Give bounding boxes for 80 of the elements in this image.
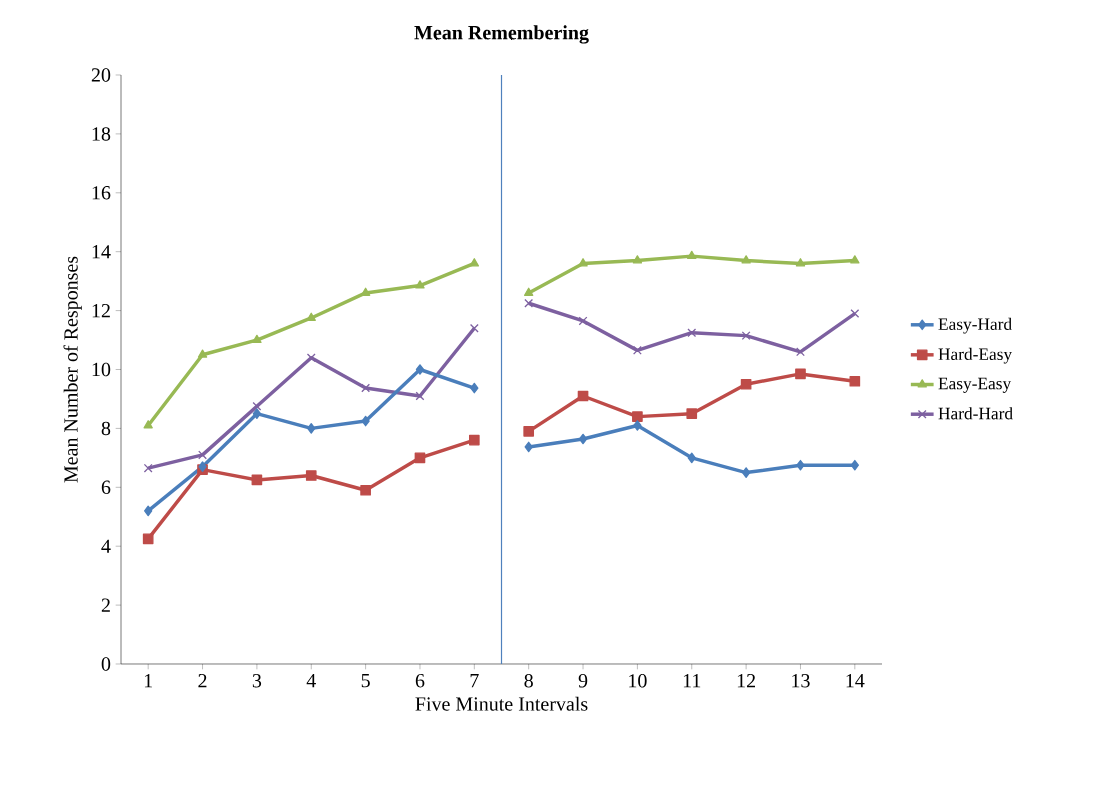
- point: [468, 434, 480, 446]
- legend-label: Hard-Hard: [938, 407, 1013, 420]
- point: [523, 426, 535, 437]
- point: [741, 255, 751, 264]
- y-tick-label: 10: [92, 362, 111, 377]
- point: [796, 347, 805, 357]
- point: [686, 408, 698, 420]
- point: [469, 258, 480, 267]
- x-tick-label: 3: [252, 674, 262, 688]
- y-tick-label: 0: [101, 657, 111, 671]
- chart-title: Mean Remembering: [414, 25, 589, 44]
- y-tick-label: 6: [101, 480, 111, 495]
- y-tick-label: 18: [92, 127, 111, 141]
- x-tick-label: 8: [524, 674, 533, 688]
- x-tick-label: 5: [361, 674, 370, 688]
- point: [415, 280, 425, 289]
- point: [849, 375, 861, 387]
- point: [252, 334, 262, 344]
- x-tick-label: 7: [470, 674, 479, 688]
- point: [850, 255, 860, 264]
- point: [850, 459, 859, 471]
- point: [469, 323, 479, 333]
- y-tick-label: 16: [92, 186, 111, 200]
- x-tick-label: 9: [578, 674, 588, 688]
- y-tick-label: 8: [101, 421, 111, 436]
- point: [307, 423, 316, 434]
- point: [741, 467, 751, 478]
- legend-label: Easy-Hard: [938, 317, 1012, 334]
- point: [470, 382, 479, 394]
- point: [740, 378, 752, 390]
- point: [360, 484, 371, 496]
- point: [198, 450, 207, 460]
- x-tick-label: 14: [846, 674, 865, 688]
- point: [252, 408, 262, 420]
- x-tick-label: 2: [198, 674, 207, 688]
- point: [197, 349, 208, 358]
- y-tick-label: 20: [91, 68, 111, 82]
- legend-label: Easy-Easy: [938, 377, 1012, 393]
- point: [361, 383, 371, 393]
- point: [143, 420, 153, 429]
- x-tick-label: 13: [792, 674, 810, 688]
- x-tick-label: 1: [144, 674, 152, 688]
- point: [144, 505, 153, 517]
- point: [632, 255, 643, 264]
- point: [687, 250, 697, 260]
- y-axis-title: Mean Number of Responses: [63, 256, 82, 483]
- point: [795, 258, 806, 267]
- point: [741, 331, 751, 341]
- x-tick-label: 11: [683, 674, 701, 688]
- point: [524, 298, 534, 308]
- point: [632, 345, 642, 355]
- point: [850, 309, 860, 318]
- legend-label: Hard-Easy: [938, 347, 1013, 364]
- x-tick-label: 12: [737, 674, 755, 688]
- point: [361, 415, 370, 427]
- point: [415, 391, 425, 401]
- point: [306, 353, 316, 363]
- x-tick-label: 4: [306, 674, 316, 688]
- point: [143, 463, 153, 473]
- y-tick-label: 12: [92, 303, 110, 318]
- point: [142, 533, 154, 545]
- point: [632, 411, 643, 422]
- point: [795, 368, 806, 380]
- point: [687, 452, 696, 464]
- x-axis-title: Five Minute Intervals: [415, 696, 588, 711]
- point: [578, 316, 588, 326]
- y-tick-label: 2: [101, 598, 110, 612]
- point: [578, 258, 588, 267]
- point: [578, 433, 588, 445]
- y-tick-label: 4: [101, 539, 111, 553]
- x-tick-label: 6: [415, 674, 425, 688]
- y-tick-label: 14: [92, 245, 111, 259]
- point: [633, 420, 642, 431]
- x-tick-label: 10: [629, 674, 647, 688]
- point: [523, 287, 534, 296]
- point: [796, 459, 805, 471]
- point: [305, 470, 317, 481]
- point: [415, 364, 425, 375]
- point: [524, 441, 533, 453]
- point: [687, 328, 697, 338]
